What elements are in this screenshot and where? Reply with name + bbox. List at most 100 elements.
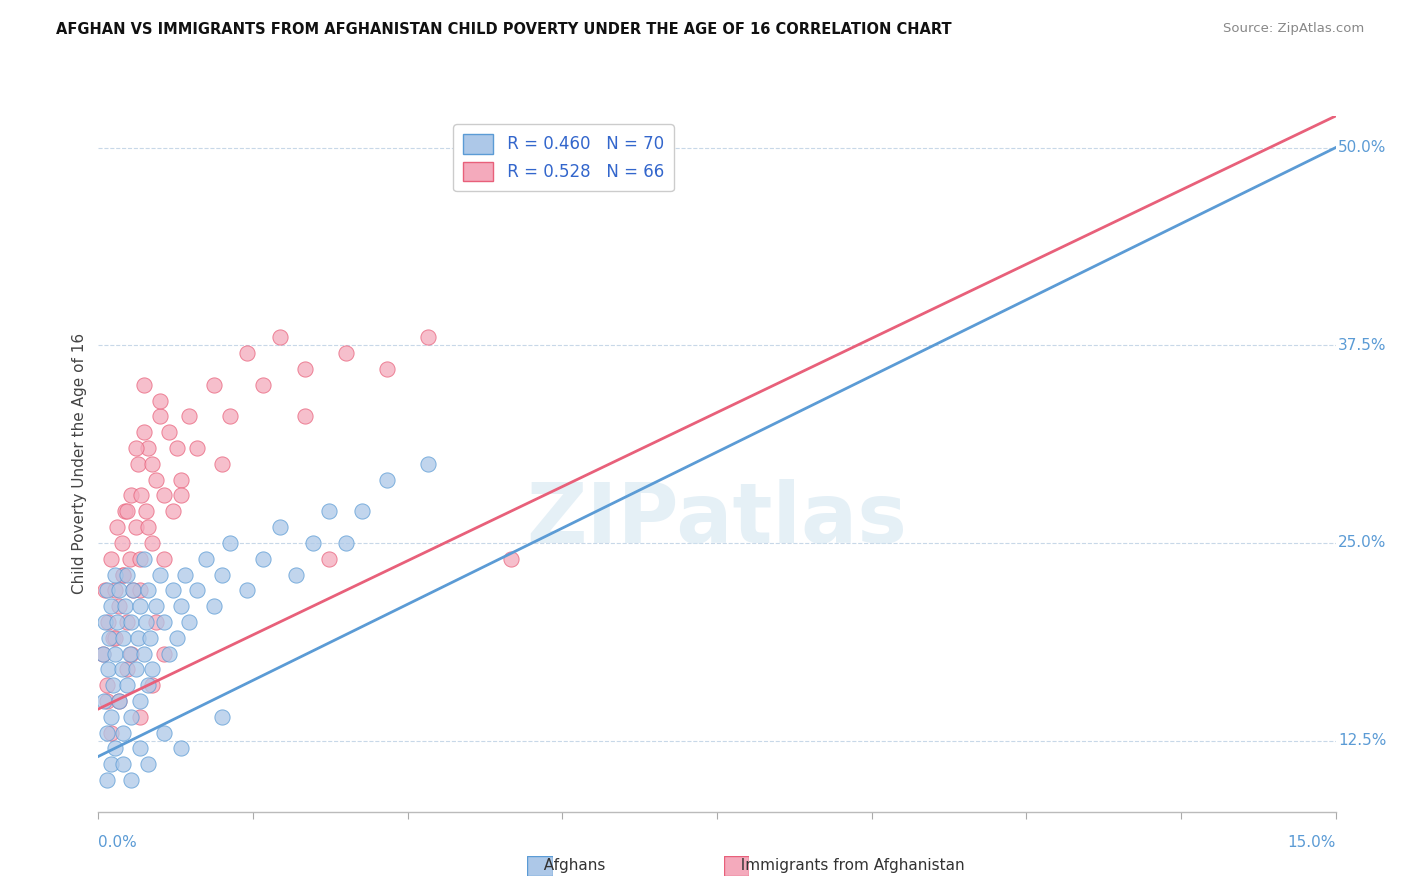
Point <box>166 441 188 455</box>
Point <box>91 647 114 661</box>
Point <box>166 631 188 645</box>
Point <box>96 583 118 598</box>
Point <box>157 647 180 661</box>
Point <box>112 725 135 739</box>
Point <box>202 377 225 392</box>
Point <box>114 504 136 518</box>
Point <box>149 567 172 582</box>
Point <box>132 647 155 661</box>
Point <box>252 377 274 392</box>
Text: Source: ZipAtlas.com: Source: ZipAtlas.com <box>1223 22 1364 36</box>
Point <box>127 631 149 645</box>
Point <box>96 678 118 692</box>
Point <box>136 678 159 692</box>
Text: Afghans: Afghans <box>534 858 606 872</box>
Point <box>117 662 139 676</box>
Point <box>135 504 157 518</box>
Point <box>103 678 125 692</box>
Point <box>127 457 149 471</box>
Point <box>141 678 163 692</box>
Point <box>124 662 146 676</box>
Point <box>335 536 357 550</box>
Point <box>108 583 131 598</box>
Point <box>105 520 128 534</box>
Point <box>153 725 176 739</box>
Point <box>117 504 139 518</box>
Point <box>132 551 155 566</box>
Point <box>219 409 242 424</box>
Point <box>211 567 233 582</box>
Point <box>100 725 122 739</box>
Point <box>114 599 136 614</box>
Point <box>108 694 131 708</box>
Point <box>136 441 159 455</box>
Legend:  R = 0.460   N = 70,  R = 0.528   N = 66: R = 0.460 N = 70, R = 0.528 N = 66 <box>453 124 673 191</box>
Point <box>179 615 201 629</box>
Point <box>98 631 121 645</box>
Point <box>170 599 193 614</box>
Point <box>136 757 159 772</box>
Point <box>117 615 139 629</box>
Point <box>179 409 201 424</box>
Point <box>136 520 159 534</box>
Point <box>97 615 120 629</box>
Point <box>120 773 142 788</box>
Point <box>128 694 150 708</box>
Point <box>170 488 193 502</box>
Point <box>104 567 127 582</box>
Point <box>93 694 115 708</box>
Point <box>153 615 176 629</box>
Point <box>97 662 120 676</box>
Point <box>136 583 159 598</box>
Point <box>94 615 117 629</box>
Point <box>211 457 233 471</box>
Y-axis label: Child Poverty Under the Age of 16: Child Poverty Under the Age of 16 <box>72 334 87 594</box>
Point <box>145 615 167 629</box>
Text: 15.0%: 15.0% <box>1288 836 1336 850</box>
Point <box>170 473 193 487</box>
Point <box>236 583 259 598</box>
Point <box>100 551 122 566</box>
Point <box>110 662 132 676</box>
Point <box>94 583 117 598</box>
Point <box>285 567 308 582</box>
Point <box>131 488 153 502</box>
Point <box>252 551 274 566</box>
Point <box>122 583 145 598</box>
Point <box>120 647 142 661</box>
Point <box>236 346 259 360</box>
Point <box>170 741 193 756</box>
Point <box>91 647 114 661</box>
Point <box>318 504 340 518</box>
Point <box>186 441 208 455</box>
Point <box>269 330 291 344</box>
Text: ZIPatlas: ZIPatlas <box>527 479 907 560</box>
Point <box>211 710 233 724</box>
Point <box>157 425 180 440</box>
Point <box>269 520 291 534</box>
Point <box>499 551 522 566</box>
Point <box>117 678 139 692</box>
Point <box>120 488 142 502</box>
Point <box>96 773 118 788</box>
Point <box>138 631 160 645</box>
Point <box>100 599 122 614</box>
Text: 0.0%: 0.0% <box>98 836 138 850</box>
Point <box>128 551 150 566</box>
Point <box>112 631 135 645</box>
Text: Immigrants from Afghanistan: Immigrants from Afghanistan <box>731 858 965 872</box>
Point <box>128 583 150 598</box>
Point <box>145 599 167 614</box>
Point <box>153 647 176 661</box>
Point <box>128 741 150 756</box>
Point <box>128 710 150 724</box>
Text: 12.5%: 12.5% <box>1339 733 1386 748</box>
Point <box>112 757 135 772</box>
Point <box>110 536 132 550</box>
Point <box>162 504 184 518</box>
Point <box>100 757 122 772</box>
Point <box>105 615 128 629</box>
Point <box>132 425 155 440</box>
FancyBboxPatch shape <box>527 856 553 876</box>
Point <box>112 567 135 582</box>
